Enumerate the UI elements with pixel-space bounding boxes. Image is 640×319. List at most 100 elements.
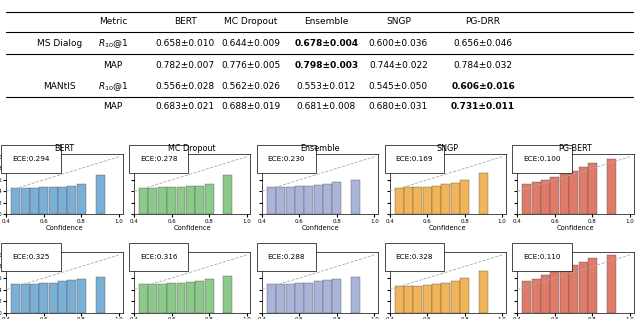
Text: MAP: MAP: [104, 61, 123, 70]
Bar: [58, 281, 67, 313]
Text: 0.731±0.011: 0.731±0.011: [451, 102, 515, 111]
Bar: [522, 281, 531, 313]
Text: ECE:0.325: ECE:0.325: [12, 254, 50, 260]
Text: ECE:0.316: ECE:0.316: [140, 254, 177, 260]
Bar: [177, 283, 186, 313]
Text: 0.688±0.019: 0.688±0.019: [221, 102, 280, 111]
Bar: [223, 276, 232, 313]
Bar: [186, 282, 195, 313]
Bar: [569, 265, 578, 313]
Bar: [314, 281, 323, 313]
Bar: [20, 284, 29, 313]
Text: 0.658±0.010: 0.658±0.010: [156, 39, 215, 48]
Bar: [177, 187, 186, 214]
Bar: [95, 175, 104, 214]
Bar: [442, 283, 451, 313]
Bar: [532, 182, 541, 214]
Bar: [223, 175, 232, 214]
Text: ECE:0.169: ECE:0.169: [396, 156, 433, 162]
Text: 0.683±0.021: 0.683±0.021: [156, 102, 214, 111]
Bar: [479, 173, 488, 214]
Bar: [285, 187, 294, 214]
Bar: [532, 279, 541, 313]
Text: 0.782±0.007: 0.782±0.007: [156, 61, 214, 70]
Bar: [541, 275, 550, 313]
Bar: [67, 186, 76, 214]
Bar: [460, 278, 469, 313]
Bar: [541, 180, 550, 214]
Bar: [139, 188, 148, 214]
Text: 0.798±0.003: 0.798±0.003: [294, 61, 358, 70]
Bar: [40, 187, 49, 214]
X-axis label: Confidence: Confidence: [45, 225, 83, 231]
Bar: [442, 184, 451, 214]
Bar: [413, 286, 422, 313]
Bar: [276, 284, 285, 313]
Title: PG-BERT: PG-BERT: [559, 144, 593, 153]
Bar: [285, 284, 294, 313]
Bar: [195, 186, 204, 214]
Text: ECE:0.294: ECE:0.294: [12, 156, 50, 162]
Bar: [205, 184, 214, 214]
Bar: [167, 187, 176, 214]
Bar: [560, 174, 569, 214]
Bar: [550, 272, 559, 313]
Bar: [413, 187, 422, 214]
Title: SNGP: SNGP: [436, 144, 459, 153]
Bar: [295, 186, 304, 214]
Bar: [158, 284, 167, 313]
Bar: [579, 262, 588, 313]
Text: PG-DRR: PG-DRR: [465, 17, 500, 26]
Bar: [77, 184, 86, 214]
Bar: [332, 182, 341, 214]
Title: MC Dropout: MC Dropout: [168, 144, 216, 153]
Bar: [404, 187, 413, 214]
X-axis label: Confidence: Confidence: [429, 225, 467, 231]
Bar: [304, 186, 313, 214]
Title: BERT: BERT: [54, 144, 74, 153]
Bar: [40, 283, 49, 313]
Text: 0.545±0.050: 0.545±0.050: [369, 82, 428, 92]
X-axis label: Confidence: Confidence: [557, 225, 595, 231]
Bar: [186, 186, 195, 214]
Bar: [323, 184, 332, 214]
Text: ECE:0.288: ECE:0.288: [268, 254, 305, 260]
Bar: [30, 284, 39, 313]
Text: $R_{10}$@1: $R_{10}$@1: [98, 37, 128, 50]
Title: Ensemble: Ensemble: [300, 144, 340, 153]
Bar: [304, 283, 313, 313]
Bar: [588, 163, 597, 214]
Text: 0.644±0.009: 0.644±0.009: [221, 39, 280, 48]
Text: SNGP: SNGP: [386, 17, 411, 26]
Text: MS Dialog: MS Dialog: [37, 39, 83, 48]
Bar: [451, 183, 460, 214]
Bar: [479, 271, 488, 313]
Bar: [569, 171, 578, 214]
Text: 0.556±0.028: 0.556±0.028: [156, 82, 214, 92]
Bar: [522, 184, 531, 214]
Bar: [432, 284, 441, 313]
Bar: [295, 283, 304, 313]
Bar: [12, 188, 20, 214]
Text: ECE:0.100: ECE:0.100: [524, 156, 561, 162]
Bar: [139, 284, 148, 313]
Bar: [404, 286, 413, 313]
Bar: [351, 278, 360, 313]
Bar: [323, 280, 332, 313]
Bar: [451, 281, 460, 313]
Bar: [422, 285, 431, 313]
Bar: [77, 278, 86, 313]
Bar: [148, 284, 157, 313]
Bar: [205, 279, 214, 313]
Text: $R_{10}$@1: $R_{10}$@1: [98, 81, 128, 93]
Bar: [49, 187, 58, 214]
Text: ECE:0.328: ECE:0.328: [396, 254, 433, 260]
Bar: [460, 180, 469, 214]
X-axis label: Confidence: Confidence: [301, 225, 339, 231]
Text: 0.553±0.012: 0.553±0.012: [297, 82, 356, 92]
Bar: [95, 277, 104, 313]
Bar: [607, 255, 616, 313]
Bar: [332, 278, 341, 313]
Bar: [607, 159, 616, 214]
Text: 0.606±0.016: 0.606±0.016: [451, 82, 515, 92]
